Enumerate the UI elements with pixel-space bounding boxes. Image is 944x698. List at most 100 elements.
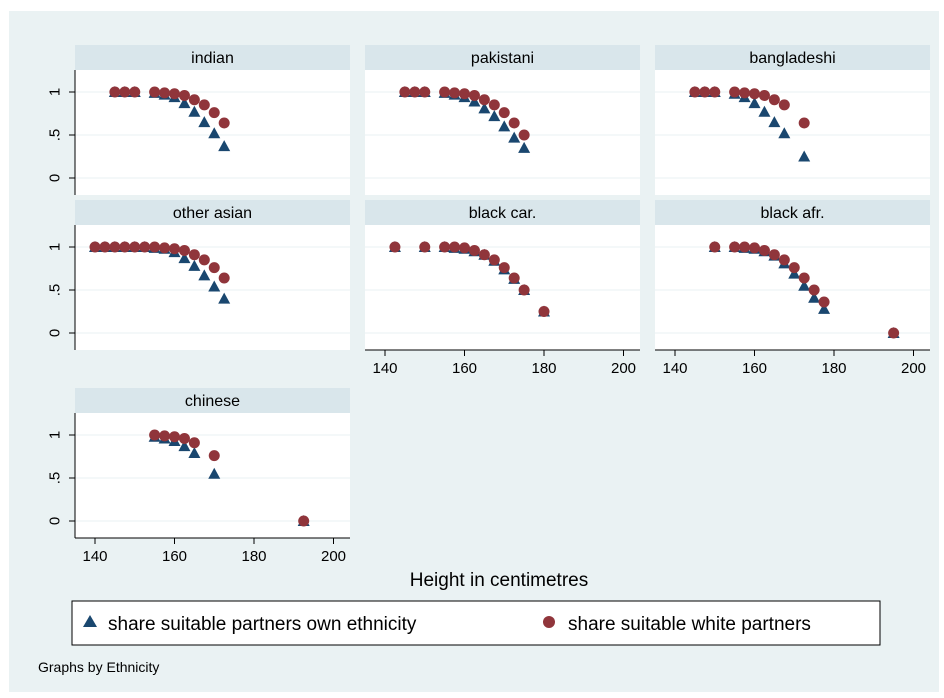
white-partners-point (218, 117, 230, 129)
panel-plot-area: 140 160 180 200 (655, 225, 930, 377)
white-partners-point (208, 262, 220, 274)
white-partners-point (888, 327, 900, 339)
panel-plot-area: 0.51 (47, 225, 350, 350)
white-partners-point (159, 242, 171, 254)
white-partners-point (188, 249, 200, 261)
own-ethnicity-point (188, 259, 201, 271)
panel-other-asian: other asian 0.51 (47, 200, 350, 350)
white-partners-point (159, 87, 171, 99)
white-partners-point (508, 272, 520, 284)
white-partners-point (739, 87, 751, 99)
panel-plot-area (655, 70, 930, 195)
graphs-by-note: Graphs by Ethnicity (38, 659, 159, 675)
white-partners-point (149, 429, 161, 441)
own-ethnicity-point (188, 447, 201, 459)
white-partners-point (449, 87, 461, 99)
x-tick-label: 140 (372, 360, 397, 377)
panel-title: pakistani (471, 50, 534, 67)
panel-title: black car. (469, 205, 537, 222)
y-tick-label: .5 (47, 284, 64, 297)
white-partners-point (798, 272, 810, 284)
own-ethnicity-point (178, 440, 191, 452)
white-partners-point (198, 254, 210, 266)
white-partners-point (459, 242, 470, 254)
white-partners-point (749, 242, 760, 254)
panel-title: chinese (185, 393, 240, 410)
white-partners-point (768, 94, 780, 106)
white-partners-point (99, 241, 111, 253)
own-ethnicity-point (178, 252, 191, 264)
panel-plot-area: 140 160 180 200 (365, 225, 640, 377)
panel-title: bangladeshi (749, 50, 835, 67)
white-partners-point (208, 107, 220, 119)
own-ethnicity-point (798, 150, 811, 162)
panel-title-strip (75, 200, 350, 225)
white-partners-point (788, 262, 800, 274)
legend-circle-marker (543, 616, 555, 628)
white-partners-point (468, 244, 480, 256)
panel-title-strip (365, 45, 640, 70)
white-partners-point (178, 89, 190, 101)
panel-plot-area (365, 70, 640, 195)
x-tick-label: 160 (742, 360, 767, 377)
white-partners-point (149, 86, 161, 98)
y-tick-label: 1 (47, 88, 64, 96)
panel-bangladeshi: bangladeshi (655, 45, 930, 195)
white-partners-point (699, 86, 711, 98)
own-ethnicity-point (508, 131, 521, 143)
own-ethnicity-point (788, 267, 801, 279)
panel-pakistani: pakistani (365, 45, 640, 195)
white-partners-point (178, 432, 190, 444)
white-partners-point (768, 249, 780, 261)
white-partners-point (498, 262, 510, 274)
white-partners-point (498, 107, 510, 119)
x-tick-label: 160 (452, 360, 477, 377)
panel-chinese: chinese 0 .5 1 140 160 180 200 (47, 388, 350, 565)
own-ethnicity-point (818, 302, 831, 314)
white-partners-point (188, 94, 200, 106)
white-partners-point (389, 241, 401, 253)
panel-black-afr: black afr. 140 160 180 200 (655, 200, 930, 377)
legend-label-own: share suitable partners own ethnicity (108, 614, 417, 635)
y-tick-label: 0 (47, 174, 64, 182)
white-partners-point (709, 241, 721, 253)
white-partners-point (119, 241, 131, 253)
white-partners-point (508, 117, 520, 129)
own-ethnicity-point (808, 291, 821, 303)
own-ethnicity-point (208, 127, 221, 139)
white-partners-point (538, 306, 550, 317)
white-partners-point (488, 99, 500, 111)
panel-plot-background (365, 225, 640, 350)
own-ethnicity-point (218, 292, 231, 304)
x-tick-label: 200 (901, 360, 926, 377)
white-partners-point (749, 88, 760, 100)
own-ethnicity-point (798, 279, 811, 291)
legend: share suitable partners own ethnicity sha… (71, 600, 881, 646)
white-partners-point (468, 89, 480, 101)
white-partners-point (399, 86, 411, 98)
white-partners-point (139, 241, 151, 253)
white-partners-point (818, 296, 830, 308)
white-partners-point (109, 86, 121, 98)
white-partners-point (218, 272, 230, 284)
own-ethnicity-point (768, 116, 781, 128)
own-ethnicity-point (518, 141, 531, 153)
white-partners-point (488, 254, 500, 266)
white-partners-point (808, 284, 820, 296)
panel-title: other asian (173, 205, 252, 222)
own-ethnicity-point (208, 467, 221, 479)
white-partners-point (478, 94, 490, 106)
own-ethnicity-point (498, 120, 511, 132)
y-tick-label: 1 (47, 243, 64, 251)
panel-title: black afr. (760, 205, 824, 222)
white-partners-point (709, 86, 721, 98)
white-partners-point (129, 241, 141, 253)
white-partners-point (298, 515, 310, 527)
white-partners-point (778, 254, 790, 266)
x-tick-label: 200 (321, 548, 346, 565)
legend-label-white: share suitable white partners (568, 614, 811, 635)
own-ethnicity-point (478, 102, 491, 114)
own-ethnicity-point (208, 280, 221, 292)
